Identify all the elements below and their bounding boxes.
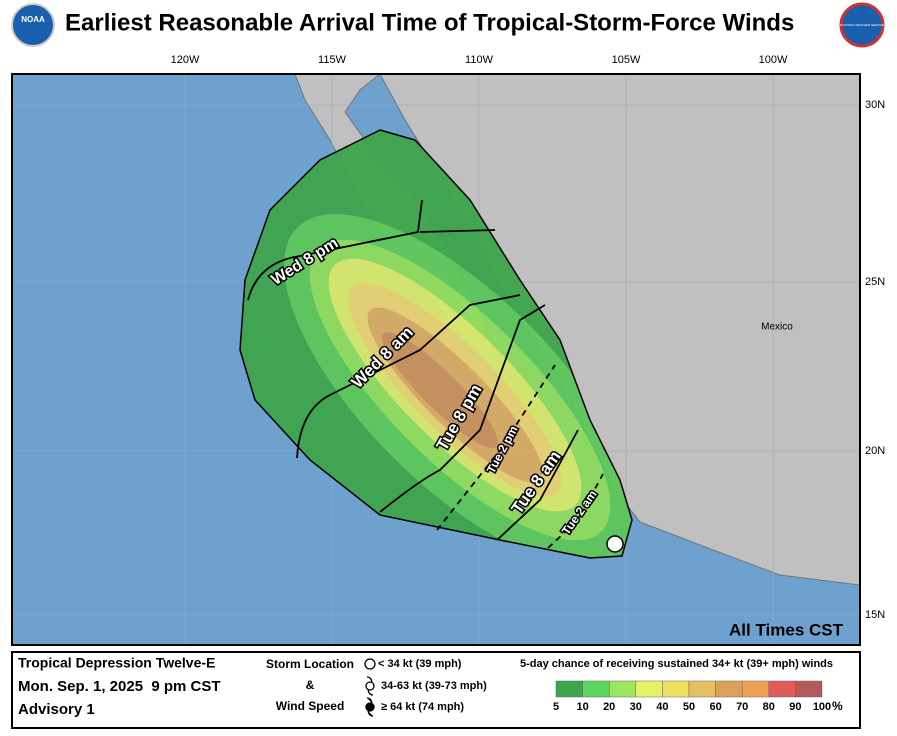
scale-label: 40 <box>656 701 668 713</box>
lat-label: 25N <box>865 276 885 288</box>
color-swatch <box>635 680 663 698</box>
advisory-time: Mon. Sep. 1, 2025 9 pm CST <box>18 678 221 695</box>
storm-location-title: Storm Location <box>266 657 354 671</box>
color-swatch <box>608 680 637 698</box>
color-swatch <box>688 680 716 698</box>
lon-label: 120W <box>171 54 200 66</box>
percent-sign: % <box>832 699 843 713</box>
scale-label: 100 <box>813 701 831 713</box>
lon-label: 105W <box>612 54 641 66</box>
color-swatch <box>741 680 770 698</box>
color-swatch <box>795 680 823 698</box>
noaa-logo-text: NOAA <box>21 15 45 24</box>
storm-name: Tropical Depression Twelve-E <box>18 655 215 671</box>
scale-label: 70 <box>736 701 748 713</box>
wind-category: ≥ 64 kt (74 mph) <box>381 701 464 713</box>
lat-label: 20N <box>865 445 885 457</box>
lon-label: 100W <box>759 54 788 66</box>
nws-logo-text: NATIONAL WEATHER SERVICE <box>840 23 884 27</box>
noaa-logo <box>11 3 55 47</box>
color-scale: 5 10 20 30 40 50 60 70 80 90 100% <box>553 680 843 713</box>
map-frame <box>11 73 861 646</box>
storm-location-title: Wind Speed <box>276 699 345 713</box>
scale-label: 5 <box>553 701 559 713</box>
title: Earliest Reasonable Arrival Time of Trop… <box>65 9 794 36</box>
probability-title: 5-day chance of receiving sustained 34+ … <box>520 658 833 670</box>
storm-location <box>606 535 624 553</box>
outer-contour <box>239 129 633 559</box>
scale-label: 10 <box>576 701 588 713</box>
scale-label: 90 <box>789 701 801 713</box>
lat-label: 30N <box>865 99 885 111</box>
advisory-number: Advisory 1 <box>18 701 95 718</box>
wind-symbol <box>365 697 375 717</box>
color-swatch <box>768 680 796 698</box>
map: Wed 8 pm Wed 8 am Tue 8 pm Tue 2 pm Tue … <box>12 74 860 645</box>
lon-label: 110W <box>465 54 494 66</box>
wind-symbol <box>365 676 375 696</box>
color-swatch <box>582 680 610 698</box>
scale-label: 60 <box>709 701 721 713</box>
color-swatch <box>715 680 743 698</box>
scale-label: 80 <box>763 701 775 713</box>
lat-label: 15N <box>865 609 885 621</box>
time-zone-note: All Times CST <box>729 620 844 639</box>
wind-symbol <box>364 658 376 670</box>
scale-label: 20 <box>603 701 615 713</box>
wind-category: < 34 kt (39 mph) <box>378 658 462 670</box>
country-label: Mexico <box>761 322 793 333</box>
scale-label: 50 <box>683 701 695 713</box>
wind-category: 34-63 kt (39-73 mph) <box>381 680 487 692</box>
color-swatch <box>555 680 583 698</box>
nws-logo <box>839 2 885 48</box>
scale-label: 30 <box>630 701 642 713</box>
lon-label: 115W <box>318 54 347 66</box>
storm-location-title: & <box>306 678 315 692</box>
arrival-contours <box>240 199 604 549</box>
color-swatch <box>662 680 690 698</box>
